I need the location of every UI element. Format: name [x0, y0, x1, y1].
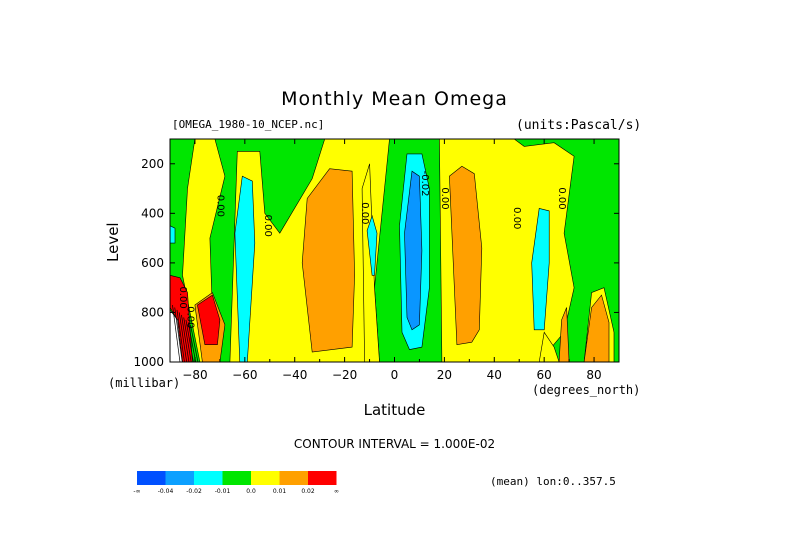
contour-interval-text: CONTOUR INTERVAL = 1.000E-02 — [293, 437, 496, 451]
contour-label: 0.00 — [439, 187, 450, 209]
x-tick-label: 0 — [391, 368, 399, 382]
contour-line — [178, 312, 188, 363]
contour-label: 0.00 — [214, 195, 225, 217]
contour-line — [172, 304, 181, 363]
colorbar-swatch — [165, 471, 194, 485]
contour-region-cyan — [366, 214, 378, 276]
x-tick-label: 80 — [586, 368, 601, 382]
contour-line — [174, 307, 183, 363]
contour-region-orange — [449, 165, 483, 346]
x-tick-label: 40 — [487, 368, 502, 382]
colorbar-swatch — [308, 471, 337, 485]
x-tick-label: −20 — [332, 368, 357, 382]
units-label: (units:Pascal/s) — [516, 118, 642, 133]
contour-line — [185, 319, 194, 363]
y-tick-label: 400 — [141, 206, 164, 220]
contour-line — [181, 314, 190, 363]
x-tick-label: 60 — [537, 368, 552, 382]
colorbar-label: 0.01 — [273, 488, 287, 495]
x-axis-ticks: −80 −60 −40 −20 0 20 40 60 80 — [169, 139, 620, 382]
colorbar: -∞ -0.04 -0.02 -0.01 0.0 0.01 0.02 ∞ — [133, 471, 339, 495]
contour-line — [190, 324, 199, 363]
y-tick-label: 1000 — [133, 355, 164, 369]
x-axis-label: Latitude — [363, 401, 426, 419]
contour-region-orange — [301, 168, 355, 353]
y-tick-label: 200 — [141, 157, 164, 171]
contour-region-cyan — [169, 225, 176, 244]
contour-label: 0.00 — [556, 187, 567, 209]
y-tick-label: 800 — [141, 305, 164, 319]
contour-region-blue — [404, 170, 423, 331]
colorbar-swatch — [222, 471, 251, 485]
colorbar-label: ∞ — [334, 488, 339, 495]
y-axis-units: (millibar) — [108, 376, 181, 390]
contour-line — [187, 322, 197, 363]
contour-label: 0.00 — [511, 207, 522, 229]
contour-labels: 0.000.000.00-0.020.000.000.000.000.00 — [177, 171, 567, 329]
x-tick-label: −40 — [282, 368, 307, 382]
colorbar-swatch — [137, 471, 166, 485]
colorbar-label: 0.0 — [246, 488, 256, 495]
dataset-filename: [OMEGA_1980-10_NCEP.nc] — [172, 118, 325, 131]
colorbar-swatch — [251, 471, 280, 485]
colorbar-swatch — [279, 471, 308, 485]
colorbar-label: 0.02 — [301, 488, 315, 495]
colorbar-label: -0.01 — [215, 488, 231, 495]
contour-region-cyan — [531, 208, 550, 331]
x-tick-label: −80 — [182, 368, 207, 382]
contour-label: 0.00 — [177, 286, 188, 308]
contour-label: 0.00 — [184, 306, 195, 328]
contour-region-red — [197, 294, 221, 346]
chart-title: Monthly Mean Omega — [281, 88, 508, 110]
mean-longitude-text: (mean) lon:0..357.5 — [490, 475, 616, 488]
y-tick-label: 600 — [141, 256, 164, 270]
colorbar-label: -∞ — [133, 488, 140, 495]
colorbar-swatch — [194, 471, 223, 485]
contour-label: -0.02 — [419, 171, 430, 197]
contour-regions — [169, 138, 620, 363]
colorbar-label: -0.04 — [158, 488, 174, 495]
contour-label: 0.00 — [262, 215, 273, 237]
y-axis-ticks: 200 400 600 800 1000 — [133, 157, 619, 369]
contour-line — [176, 309, 185, 363]
x-tick-label: 20 — [437, 368, 452, 382]
colorbar-label: -0.02 — [186, 488, 202, 495]
contour-line — [183, 317, 192, 363]
contour-label: 0.00 — [359, 202, 370, 224]
x-tick-label: −60 — [232, 368, 257, 382]
x-axis-units: (degrees_north) — [532, 383, 641, 397]
